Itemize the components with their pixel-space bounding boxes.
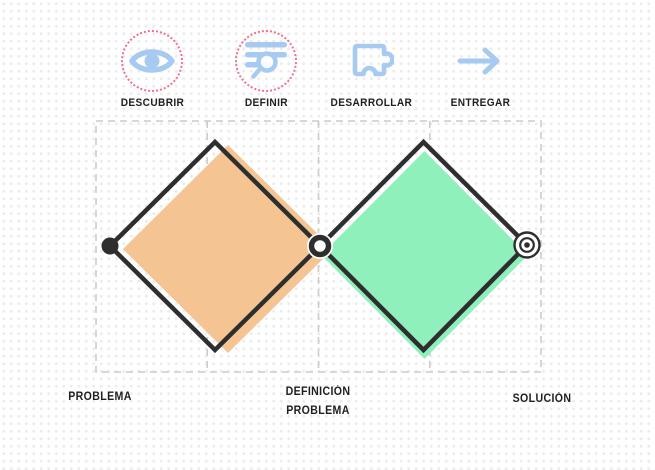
start-point-marker (101, 237, 119, 255)
end-point-marker (513, 231, 541, 259)
arrow-right-icon (457, 47, 500, 75)
icon-holder (449, 30, 511, 92)
puzzle-icon (352, 43, 394, 77)
step-label: DESARROLLAR (330, 97, 412, 109)
develop-deliver-diamond-fill (321, 151, 528, 359)
phase-label-problema: PROBLEMA (68, 391, 132, 403)
dotted-circle (121, 30, 183, 92)
process-step-desarrollar: DESARROLLAR (311, 30, 431, 109)
eye-icon (129, 49, 175, 73)
phase-label-line2: PROBLEMA (286, 405, 350, 417)
filter-search-icon (245, 42, 287, 79)
phase-label-definicion-problema: DEFINICIÓN PROBLEMA (254, 383, 383, 421)
midpoint-marker (307, 233, 333, 259)
phase-label-solucion: SOLUCIÓN (512, 393, 572, 405)
step-label: DESCUBRIR (120, 97, 184, 109)
step-label: ENTREGAR (450, 97, 510, 109)
discover-define-diamond-fill (123, 145, 333, 353)
step-label: DEFINIR (244, 97, 288, 109)
phase-label-line1: DEFINICIÓN (285, 386, 351, 398)
process-step-descubrir: DESCUBRIR (92, 30, 212, 109)
process-step-definir: DEFINIR (206, 30, 326, 109)
icon-holder (340, 30, 402, 92)
process-step-entregar: ENTREGAR (420, 30, 540, 109)
dotted-circle (235, 30, 297, 92)
